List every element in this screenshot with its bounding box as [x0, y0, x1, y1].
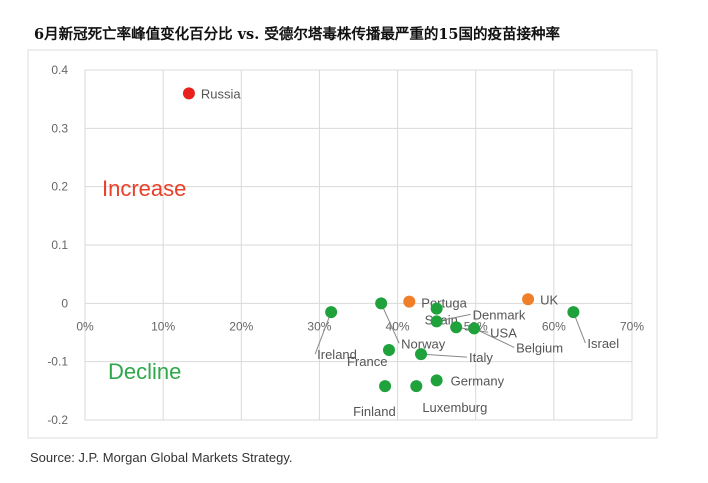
data-point-israel — [567, 306, 580, 319]
annotation-increase: Increase — [102, 176, 186, 201]
data-point-portuga — [403, 295, 416, 308]
data-point-usa — [450, 321, 463, 334]
data-point-italy — [415, 348, 428, 361]
y-tick-label: -0.1 — [47, 355, 68, 369]
data-point-spain — [430, 302, 443, 315]
x-tick-label: 10% — [151, 319, 175, 333]
leader-line — [314, 311, 332, 355]
point-label: UK — [540, 292, 558, 307]
x-tick-label: 40% — [386, 319, 410, 333]
x-tick-label: 70% — [620, 319, 644, 333]
y-tick-label: -0.2 — [47, 413, 68, 427]
point-label: Ireland — [317, 347, 357, 362]
data-point-denmark — [430, 315, 443, 328]
leader-line — [380, 303, 400, 344]
data-point-germany — [430, 374, 443, 387]
chart-frame — [27, 49, 658, 439]
x-tick-label: 60% — [542, 319, 566, 333]
y-tick-label: 0 — [61, 296, 68, 310]
leader-line — [473, 327, 515, 348]
data-point-belgium — [468, 322, 481, 335]
data-point-france — [382, 344, 395, 356]
x-tick-label: 20% — [229, 319, 253, 333]
point-label: Denmark — [473, 307, 526, 322]
data-point-finland — [379, 380, 392, 393]
data-point-uk — [522, 293, 535, 306]
y-tick-label: 0.2 — [51, 180, 68, 194]
y-tick-label: 0.3 — [51, 121, 68, 135]
data-point-russia — [182, 87, 195, 100]
point-label: Luxemburg — [422, 400, 487, 415]
point-label: Norway — [401, 336, 446, 351]
point-label: Israel — [587, 336, 619, 351]
data-point-norway — [375, 297, 388, 310]
point-label: Germany — [451, 373, 505, 388]
x-tick-label: 30% — [307, 319, 331, 333]
point-label: Finland — [353, 404, 396, 419]
y-tick-label: 0.1 — [51, 238, 68, 252]
y-tick-label: 0.4 — [51, 63, 68, 77]
annotation-decline: Decline — [108, 359, 181, 384]
source-note: Source: J.P. Morgan Global Markets Strat… — [30, 450, 293, 465]
point-label: USA — [490, 325, 517, 340]
point-label: France — [347, 354, 387, 369]
point-label: Belgium — [516, 340, 563, 355]
data-point-ireland — [325, 306, 338, 319]
point-label: Portuga — [421, 296, 467, 311]
chart-title: 6月新冠死亡率峰值变化百分比 vs. 受德尔塔毒株传播最严重的15国的疫苗接种率 — [34, 26, 560, 43]
leader-line — [420, 353, 468, 358]
x-tick-label: 0% — [76, 319, 94, 333]
point-label: Italy — [469, 350, 493, 365]
data-point-luxemburg — [410, 380, 423, 393]
point-label: Russia — [201, 86, 242, 101]
